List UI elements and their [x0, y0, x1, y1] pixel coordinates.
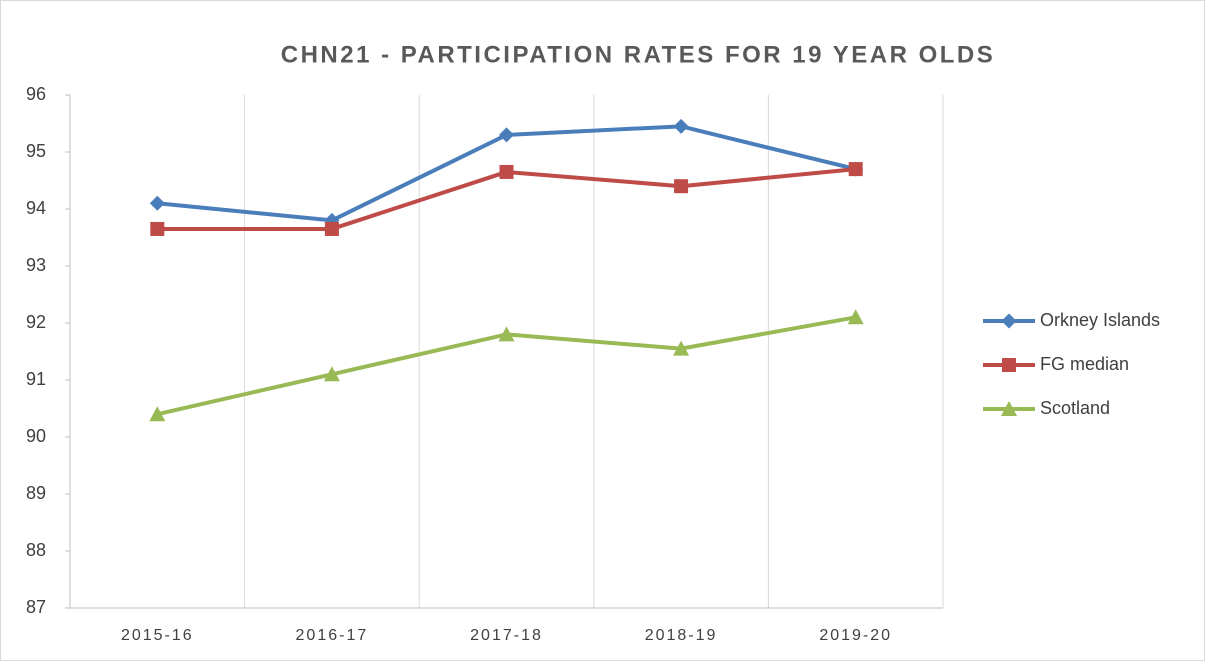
point-marker	[673, 340, 690, 356]
point-marker	[674, 179, 689, 194]
legend-marker	[1002, 358, 1016, 372]
legend-label: FG median	[1040, 354, 1129, 374]
legend-marker	[1001, 313, 1017, 329]
point-marker	[499, 164, 514, 179]
x-tick-label: 2015-16	[121, 627, 194, 644]
legend-label: Scotland	[1040, 398, 1110, 418]
point-marker	[324, 221, 339, 236]
y-tick-label: 96	[26, 84, 46, 104]
y-tick-label: 95	[26, 141, 46, 161]
point-marker	[847, 309, 864, 325]
y-tick-label: 89	[26, 483, 46, 503]
y-tick-label: 91	[26, 369, 46, 389]
y-tick-label: 87	[26, 597, 46, 617]
y-tick-label: 93	[26, 255, 46, 275]
y-tick-label: 90	[26, 426, 46, 446]
point-marker	[323, 366, 340, 382]
point-marker	[150, 221, 165, 236]
y-tick-label: 88	[26, 540, 46, 560]
legend-label: Orkney Islands	[1040, 310, 1160, 330]
point-marker	[848, 162, 863, 177]
y-tick-label: 94	[26, 198, 46, 218]
x-tick-label: 2017-18	[470, 627, 543, 644]
legend-marker	[1001, 401, 1017, 416]
point-marker	[149, 195, 165, 211]
point-marker	[499, 127, 514, 143]
point-marker	[498, 326, 515, 342]
point-marker	[673, 118, 689, 134]
x-tick-label: 2016-17	[296, 627, 369, 644]
x-tick-label: 2019-20	[819, 627, 892, 644]
y-tick-label: 92	[26, 312, 46, 332]
chart-title: CHN21 - PARTICIPATION RATES FOR 19 YEAR …	[281, 41, 996, 68]
point-marker	[149, 406, 166, 422]
x-tick-label: 2018-19	[645, 627, 718, 644]
